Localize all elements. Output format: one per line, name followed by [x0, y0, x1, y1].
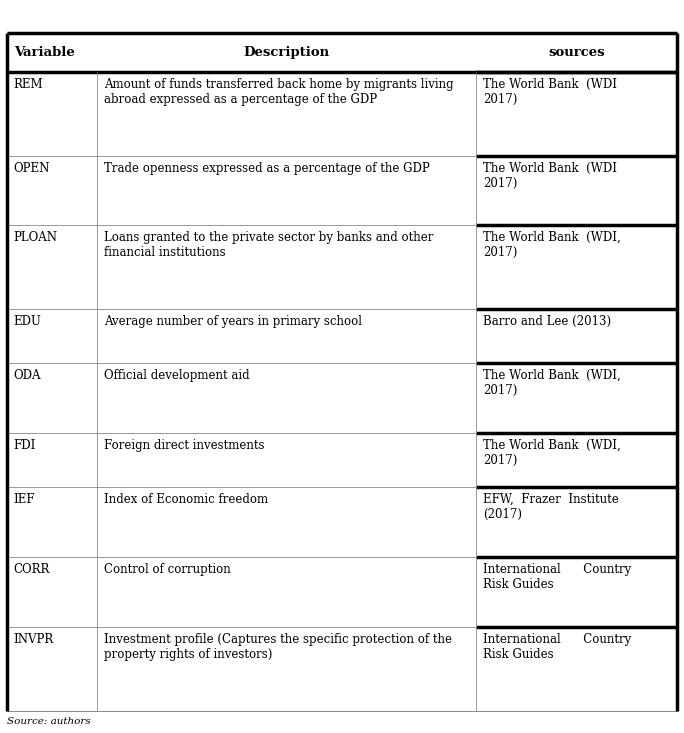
Text: sources: sources [549, 46, 605, 59]
Text: INVPR: INVPR [14, 633, 54, 646]
Text: The World Bank  (WDI
2017): The World Bank (WDI 2017) [483, 162, 617, 190]
Text: Investment profile (Captures the specific protection of the
property rights of i: Investment profile (Captures the specifi… [104, 633, 452, 660]
Text: International      Country
Risk Guides: International Country Risk Guides [483, 633, 631, 660]
Text: Average number of years in primary school: Average number of years in primary schoo… [104, 315, 362, 328]
Text: EDU: EDU [14, 315, 42, 328]
Text: Loans granted to the private sector by banks and other
financial institutions: Loans granted to the private sector by b… [104, 231, 434, 259]
Text: OPEN: OPEN [14, 162, 50, 175]
Text: Variable: Variable [14, 46, 75, 59]
Text: Trade openness expressed as a percentage of the GDP: Trade openness expressed as a percentage… [104, 162, 430, 175]
Text: Index of Economic freedom: Index of Economic freedom [104, 493, 268, 506]
Text: Foreign direct investments: Foreign direct investments [104, 439, 265, 452]
Text: EFW,  Frazer  Institute
(2017): EFW, Frazer Institute (2017) [483, 493, 618, 521]
Text: The World Bank  (WDI,
2017): The World Bank (WDI, 2017) [483, 439, 620, 467]
Text: FDI: FDI [14, 439, 36, 452]
Text: Description: Description [244, 46, 330, 59]
Text: Control of corruption: Control of corruption [104, 563, 231, 576]
Text: IEF: IEF [14, 493, 36, 506]
Text: Source: authors: Source: authors [7, 717, 90, 726]
Text: The World Bank  (WDI
2017): The World Bank (WDI 2017) [483, 78, 617, 106]
Text: Amount of funds transferred back home by migrants living
abroad expressed as a p: Amount of funds transferred back home by… [104, 78, 453, 106]
Text: Barro and Lee (2013): Barro and Lee (2013) [483, 315, 611, 328]
Text: The World Bank  (WDI,
2017): The World Bank (WDI, 2017) [483, 369, 620, 397]
Text: REM: REM [14, 78, 43, 91]
Text: CORR: CORR [14, 563, 50, 576]
Text: International      Country
Risk Guides: International Country Risk Guides [483, 563, 631, 591]
Text: Official development aid: Official development aid [104, 369, 250, 382]
Text: The World Bank  (WDI,
2017): The World Bank (WDI, 2017) [483, 231, 620, 259]
Text: PLOAN: PLOAN [14, 231, 57, 244]
Text: ODA: ODA [14, 369, 41, 382]
